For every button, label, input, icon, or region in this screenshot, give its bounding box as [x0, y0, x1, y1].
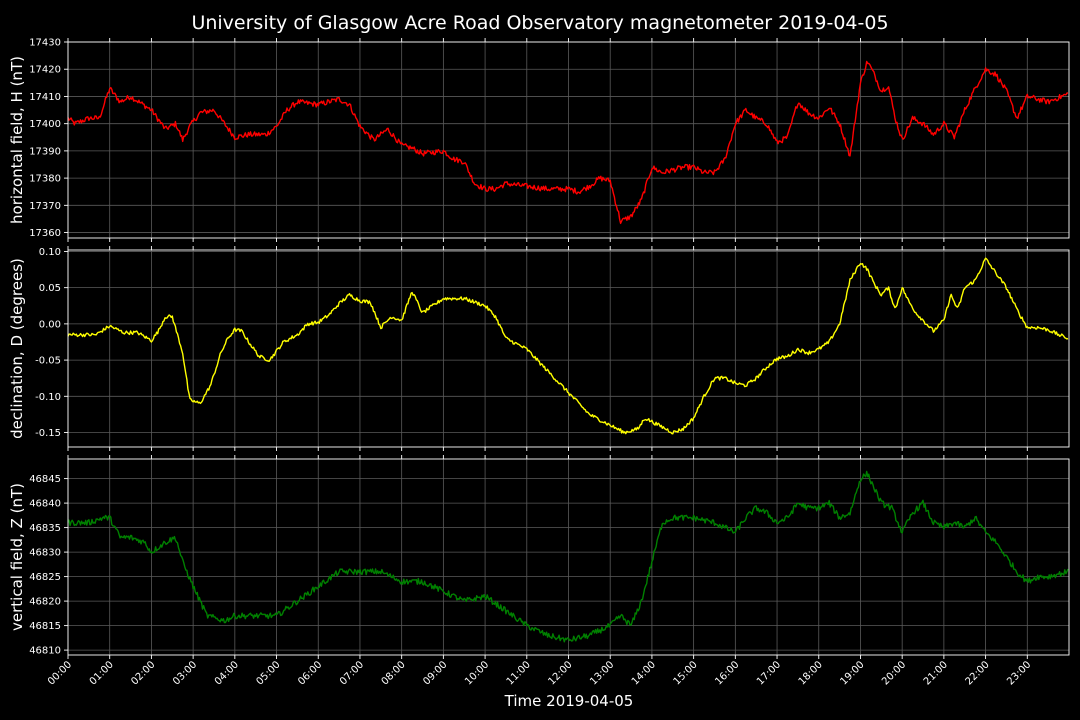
- x-tick-label: 06:00: [296, 659, 324, 687]
- chart-title: University of Glasgow Acre Road Observat…: [191, 12, 888, 34]
- y-tick-label: -0.15: [35, 428, 61, 439]
- y-axis-label: horizontal field, H (nT): [8, 56, 26, 224]
- y-tick-label: 17390: [29, 146, 61, 157]
- axes-frame: [67, 249, 1070, 448]
- x-tick-label: 07:00: [338, 659, 366, 687]
- y-tick-label: 17380: [29, 174, 61, 185]
- x-tick-label: 02:00: [129, 659, 157, 687]
- panel-2: -0.15 -0.10 -0.05 0.00 0.05 0.10 declination, …: [8, 246, 1070, 451]
- y-tick-label: 46815: [29, 621, 61, 632]
- y-tick-label: 17410: [29, 92, 61, 103]
- x-tick-label: 14:00: [630, 659, 658, 687]
- x-tick-label: 23:00: [1005, 659, 1033, 687]
- y-tick-label: 46825: [29, 572, 61, 583]
- y-tick-label: 0.05: [39, 283, 61, 294]
- x-tick-label: 05:00: [255, 659, 283, 687]
- x-tick-label: 01:00: [88, 659, 116, 687]
- x-tick-label: 03:00: [171, 659, 199, 687]
- chart-panels: 17360 17370 17380 17390 17400 17410 17420 17430…: [8, 38, 1070, 688]
- panel-3: 46810 46815 46820 46825 46830 46835 46840 46845…: [8, 455, 1070, 659]
- axes-frame: [67, 41, 1070, 239]
- x-tick-label: 16:00: [713, 659, 741, 687]
- y-tick-label: 0.10: [39, 247, 61, 258]
- x-tick-label: 10:00: [463, 659, 491, 687]
- axes-frame: [67, 458, 1070, 656]
- x-tick-label: 22:00: [964, 659, 992, 687]
- y-tick-label: 46830: [29, 548, 61, 559]
- y-tick-label: 17400: [29, 119, 61, 130]
- y-axis-label: declination, D (degrees): [8, 258, 26, 439]
- x-tick-label: 12:00: [546, 659, 574, 687]
- x-tick-label: 19:00: [838, 659, 866, 687]
- y-tick-label: 17370: [29, 201, 61, 212]
- series-line-3: [67, 470, 1069, 643]
- y-tick-label: 46840: [29, 499, 61, 510]
- y-tick-label: -0.10: [35, 392, 61, 403]
- x-tick-label: 04:00: [213, 659, 241, 687]
- x-tick-label: 18:00: [797, 659, 825, 687]
- y-tick-label: 17430: [29, 38, 61, 49]
- series-line-1: [67, 60, 1069, 225]
- y-tick-label: -0.05: [35, 356, 61, 367]
- x-tick-label: 20:00: [880, 659, 908, 687]
- y-tick-label: 46810: [29, 646, 61, 657]
- x-tick-label: 13:00: [588, 659, 616, 687]
- x-tick-label: 09:00: [421, 659, 449, 687]
- series-line-2: [67, 257, 1069, 435]
- y-axis-label: vertical field, Z (nT): [8, 483, 26, 631]
- x-tick-label: 17:00: [755, 659, 783, 687]
- x-tick-label: 08:00: [380, 659, 408, 687]
- y-tick-label: 17420: [29, 65, 61, 76]
- panel-1: 17360 17370 17380 17390 17400 17410 17420 17430…: [8, 38, 1070, 242]
- y-tick-label: 0.00: [39, 319, 61, 330]
- y-tick-label: 17360: [29, 228, 61, 239]
- x-tick-label: 21:00: [922, 659, 950, 687]
- x-tick-label: 11:00: [505, 659, 533, 687]
- y-tick-label: 46835: [29, 523, 61, 534]
- x-tick-label: 15:00: [672, 659, 700, 687]
- x-tick-label: 00:00: [46, 659, 74, 687]
- y-tick-label: 46845: [29, 474, 61, 485]
- y-tick-label: 46820: [29, 597, 61, 608]
- x-axis-label: Time 2019-04-05: [504, 692, 634, 710]
